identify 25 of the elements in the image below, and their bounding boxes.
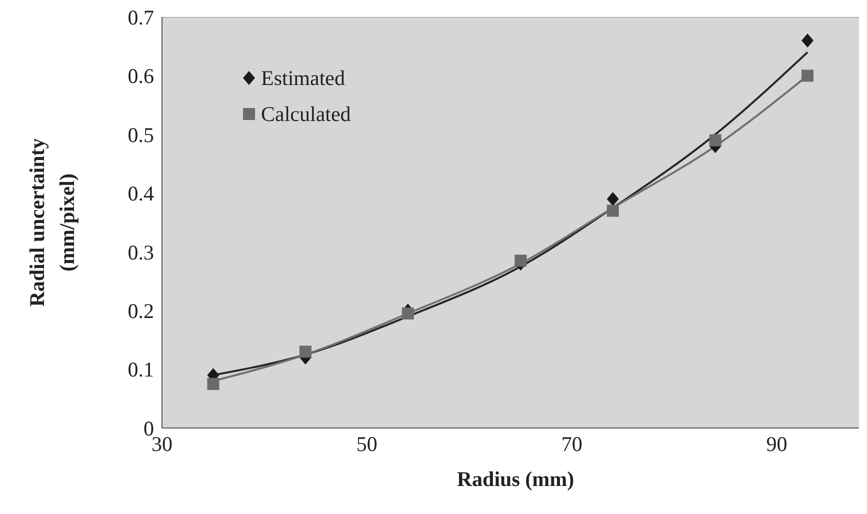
point — [606, 204, 619, 217]
point — [402, 308, 414, 320]
y-tick-label: 0.6 — [128, 64, 154, 88]
point — [514, 254, 527, 267]
y-tick-label: 0.2 — [128, 299, 154, 324]
point — [207, 378, 220, 390]
y-tick-label: 0.4 — [128, 182, 154, 206]
point — [802, 70, 814, 82]
y-axis-title: Radial uncertainty (mm/pixel) — [25, 138, 79, 307]
point — [709, 134, 722, 146]
x-tick-label: 90 — [766, 432, 788, 456]
x-axis-title: Radius (mm) — [456, 467, 574, 491]
y-tick-label: 0.3 — [128, 240, 154, 264]
x-tick-label: 70 — [561, 432, 582, 456]
x-tick-label: 50 — [356, 432, 378, 456]
y-tick-label: 0.7 — [128, 5, 154, 30]
x-tick-label: 30 — [152, 432, 172, 456]
legend-label: Calculated — [261, 102, 351, 126]
point — [606, 192, 619, 206]
point — [299, 346, 312, 358]
y-tick-label: 0.5 — [128, 122, 154, 147]
y-tick-label: 0.1 — [128, 358, 154, 382]
point — [802, 33, 814, 48]
legend-label: Estimated — [261, 66, 345, 90]
y-tick-label: 0 — [144, 416, 154, 440]
